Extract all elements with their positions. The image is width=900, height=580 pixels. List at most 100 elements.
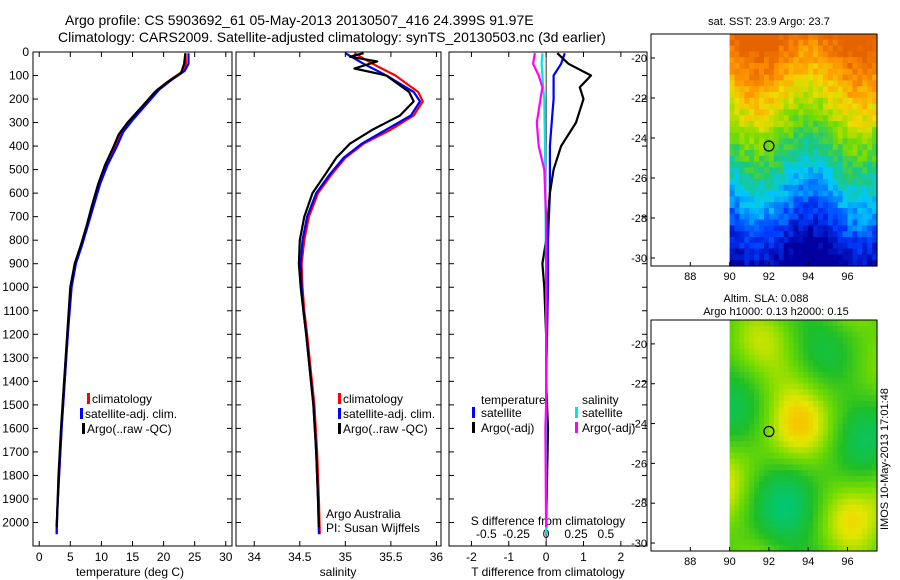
sla_map-cell [867,516,873,523]
sla_map-cell [729,435,736,442]
sst_map-cell [822,63,829,70]
temperature-xtick-label: 0 [36,550,43,564]
sla_map-cell [734,435,741,442]
sst_map-cell [778,51,785,58]
sst_map-cell [837,150,844,157]
sst_map-cell [857,208,863,215]
sst_map-cell [808,132,814,139]
temperature-legend: climatology satellite-adj. clim. Argo(..… [80,392,177,436]
sst_map-cell [793,138,799,145]
sla_map-cell [773,441,780,448]
sla_map-cell [773,418,780,425]
sla_map-cell [749,487,755,494]
sst_map-cell [808,184,814,192]
sst_map-cell [768,126,775,134]
sla_map-cell [773,412,780,419]
sla_map-cell [857,354,863,362]
sla_map-cell [862,539,868,546]
sst_map-cell [832,237,839,244]
sst_map-cell [729,97,736,105]
sla_map-cell [862,371,868,379]
sst_map-cell [764,179,770,186]
sst_map-cell [872,260,878,267]
sla_map-cell [764,435,770,442]
sla_map-cell [842,464,849,471]
sla_map-cell [754,337,760,344]
sla_map-cell [808,447,814,454]
sst_map-cell [754,184,760,192]
sla_map-cell [822,539,829,546]
sla_map-cell [872,412,878,419]
sla_map-cell [734,360,741,367]
sla_map-cell [837,331,844,338]
sst_map-cell [842,260,849,267]
sla_map-cell [837,395,844,402]
sst_map-cell [872,57,878,64]
sla_map-cell [734,481,741,489]
sst_map-cell [798,173,804,180]
sla_map-cell [773,522,780,529]
sla_map-cell [813,499,819,506]
sla_map-cell [857,522,863,529]
sla_map-cell [764,400,770,408]
sla_map-cell [764,325,770,333]
sst_map-cell [818,184,824,192]
sst_map-cell [768,144,775,151]
sst_map-cell [842,92,849,99]
sla_map-cell [813,320,819,327]
sla_map-cell [759,325,765,333]
sst_map-cell [867,248,873,255]
sla_map-cell [867,395,873,402]
sst_map-cell [783,161,790,168]
sla_map-cell [793,458,799,465]
sla_map-cell [734,371,741,379]
sla_map-cell [822,389,829,396]
sst_map-cell [729,208,736,215]
sla_map-cell [827,406,834,414]
sla_map-cell [803,539,809,546]
sst_map-cell [773,103,780,110]
sst_map-cell [734,155,741,163]
sla_map-cell [852,510,858,517]
sst_map-cell [832,103,839,110]
sla_map-cell [788,400,795,408]
sla_map-cell [847,539,854,546]
sla_map-cell [729,412,736,419]
sst_map-cell [837,45,844,52]
sst_map-cell [764,260,770,267]
sla_map-cell [847,360,854,367]
sst_map-cell [832,34,839,41]
sla_map-cell [798,452,804,460]
sla_map-cell [783,435,790,442]
sla_map-cell [773,447,780,454]
sst_map-cell [852,260,858,267]
sla_map-cell [754,348,760,356]
sst_map-cell [759,202,765,209]
sla_map-cell [832,493,839,500]
sla_map-ytick-label: -20 [631,339,647,351]
sla_map-cell [749,348,755,356]
sla_map-cell [729,366,736,373]
sla_map-cell [867,348,873,356]
sst_map-cell [754,150,760,157]
sst_map-cell [749,260,755,267]
sla_map-cell [729,493,736,500]
sst_map-cell [857,80,863,87]
sla_map-cell [852,412,858,419]
sla_map-cell [847,481,854,489]
sla_map-cell [734,320,741,327]
sst_map-cell [818,260,824,267]
depth-tick-label: 1000 [2,280,29,294]
sst_map-cell [744,80,750,87]
sst_map-cell [818,179,824,186]
sst_map-cell [832,202,839,209]
sla_map-cell [793,487,799,494]
sla_map-cell [729,464,736,471]
sst_map-cell [754,115,760,122]
sst_map-cell [842,208,849,215]
sla_map-cell [862,545,868,552]
sla_map-cell [798,371,804,379]
sla_map-cell [832,320,839,327]
sla_map-cell [749,499,755,506]
sst_map-cell [749,74,755,81]
